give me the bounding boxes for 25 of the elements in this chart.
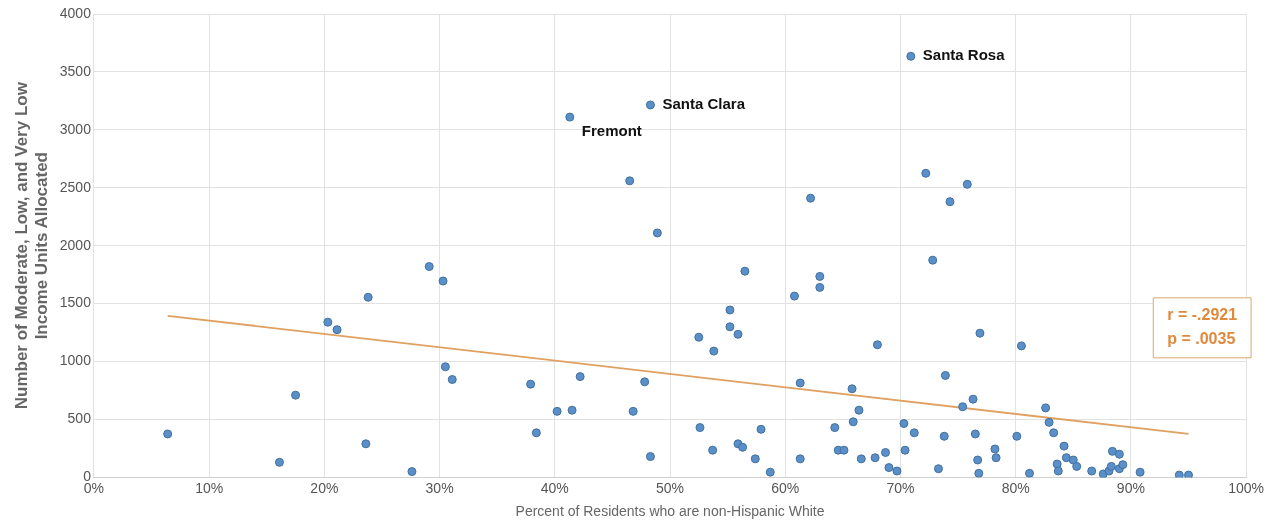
y-tick-label: 500 xyxy=(67,410,92,427)
annotation: p = .0035 xyxy=(1167,330,1236,348)
x-tick-label: 80% xyxy=(1001,479,1030,496)
y-tick-label: 3000 xyxy=(59,120,92,137)
y-tick-label: 3500 xyxy=(59,62,92,79)
annotation: Santa Clara xyxy=(662,95,746,113)
y-tick-label: 1000 xyxy=(59,352,92,369)
x-tick-label: 30% xyxy=(425,479,454,496)
x-tick-label: 70% xyxy=(886,479,915,496)
annotation: r = -.2921 xyxy=(1167,306,1238,324)
x-tick-label: 10% xyxy=(195,479,224,496)
annotation: Fremont xyxy=(581,122,642,140)
x-tick-label: 50% xyxy=(656,479,685,496)
x-tick-label: 90% xyxy=(1116,479,1145,496)
x-tick-label: 60% xyxy=(771,479,800,496)
y-tick-label: 2000 xyxy=(59,236,92,253)
y-axis-title: Number of Moderate, Low, and Very Low Income Units Allocated xyxy=(11,81,52,410)
y-tick-label: 4000 xyxy=(59,4,92,21)
x-tick-label: 100% xyxy=(1228,479,1264,496)
annotation: Santa Rosa xyxy=(922,46,1006,64)
x-tick-label: 20% xyxy=(310,479,339,496)
x-tick-label: 40% xyxy=(540,479,569,496)
x-axis-title: Percent of Residents who are non-Hispanic White xyxy=(515,503,825,520)
y-tick-label: 2500 xyxy=(59,178,92,195)
y-tick-label: 1500 xyxy=(59,294,92,311)
